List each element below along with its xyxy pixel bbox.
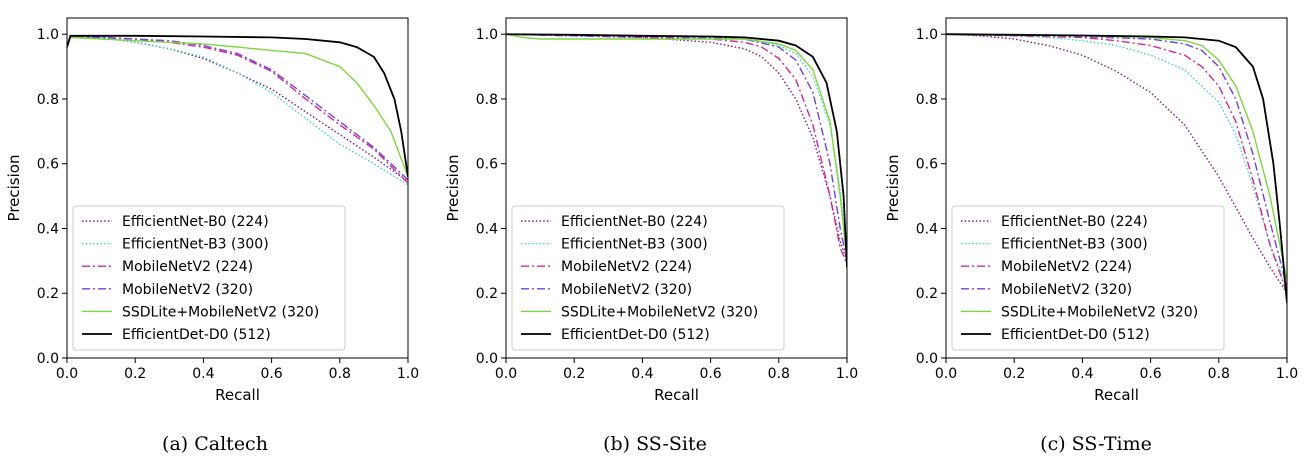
y-tick-label-1-2: 0.4 [476, 221, 498, 237]
axes-frame-2 [945, 17, 1288, 359]
x-tick-label-0-5: 1.0 [397, 366, 419, 382]
caption-b: (b) SS-Site [603, 433, 707, 455]
y-axis-label-2: Precision [884, 155, 902, 222]
legend-label-2-4: SSDLite+MobileNetV2 (320) [1001, 304, 1198, 320]
legend-label-2-5: EfficientDet-D0 (512) [1001, 327, 1150, 343]
y-tick-label-0-4: 0.8 [37, 92, 59, 108]
x-tick-label-1-5: 1.0 [836, 366, 858, 382]
y-tick-label-1-0: 0.0 [476, 351, 498, 367]
series-line-0-5 [67, 34, 408, 177]
y-tick-label-2-4: 0.8 [916, 92, 938, 108]
x-tick-label-0-2: 0.4 [192, 366, 214, 382]
y-tick-label-1-1: 0.2 [476, 286, 498, 302]
legend-label-1-4: SSDLite+MobileNetV2 (320) [561, 304, 758, 320]
y-tick-label-2-3: 0.6 [916, 157, 938, 173]
caption-a: (a) Caltech [162, 433, 268, 455]
legend-label-1-2: MobileNetV2 (224) [561, 259, 692, 275]
series-line-0-3 [67, 36, 408, 181]
series-line-0-0 [67, 36, 408, 183]
x-axis-label-1: Recall [654, 386, 699, 404]
x-tick-label-1-4: 0.8 [768, 366, 790, 382]
legend-label-0-4: SSDLite+MobileNetV2 (320) [122, 304, 319, 320]
x-tick-label-1-2: 0.4 [631, 366, 653, 382]
legend-label-0-5: EfficientDet-D0 (512) [122, 327, 271, 343]
x-tick-label-0-3: 0.6 [260, 366, 282, 382]
legend-label-2-2: MobileNetV2 (224) [1001, 259, 1132, 275]
series-line-0-1 [67, 36, 408, 186]
y-axis-label-0: Precision [5, 155, 23, 222]
series-line-0-2 [67, 36, 408, 184]
axes-frame-1 [505, 17, 848, 359]
y-tick-label-2-5: 1.0 [916, 27, 938, 43]
legend-label-1-3: MobileNetV2 (320) [561, 282, 692, 298]
y-tick-label-1-5: 1.0 [476, 27, 498, 43]
x-tick-label-2-5: 1.0 [1276, 366, 1298, 382]
legend-label-1-1: EfficientNet-B3 (300) [561, 237, 708, 253]
legend-box-2 [951, 205, 1225, 351]
series-line-2-0 [946, 33, 1287, 294]
series-line-2-5 [946, 33, 1287, 304]
x-tick-label-2-3: 0.6 [1139, 366, 1161, 382]
y-tick-label-2-0: 0.0 [916, 351, 938, 367]
x-axis-label-0: Recall [215, 386, 260, 404]
x-tick-label-2-4: 0.8 [1208, 366, 1230, 382]
y-axis-label-1: Precision [444, 155, 462, 222]
series-line-0-4 [67, 36, 408, 177]
x-tick-label-2-0: 0.0 [935, 366, 957, 382]
y-tick-label-0-2: 0.4 [37, 221, 59, 237]
x-tick-label-1-0: 0.0 [495, 366, 517, 382]
legend-box-0 [72, 205, 346, 351]
legend-label-2-0: EfficientNet-B0 (224) [1001, 214, 1148, 230]
y-tick-label-1-4: 0.8 [476, 92, 498, 108]
legend-label-1-0: EfficientNet-B0 (224) [561, 214, 708, 230]
y-tick-label-1-3: 0.6 [476, 157, 498, 173]
y-tick-label-2-2: 0.4 [916, 221, 938, 237]
series-line-1-4 [506, 33, 847, 261]
chart-panel-2: 0.0 0.2 0.4 0.6 0.8 1.0 0.0 0.2 0.4 0.6 0.8 1.0 Reca… [884, 17, 1298, 404]
chart-panel-1: 0.0 0.2 0.4 0.6 0.8 1.0 0.0 0.2 0.4 0.6 0.8 1.0 Reca… [444, 17, 858, 404]
x-tick-label-0-4: 0.8 [329, 366, 351, 382]
legend-label-0-2: MobileNetV2 (224) [122, 259, 253, 275]
axes-frame-0 [66, 17, 409, 359]
x-tick-label-1-3: 0.6 [699, 366, 721, 382]
series-line-1-0 [506, 33, 847, 262]
legend-box-1 [511, 205, 785, 351]
caption-c: (c) SS-Time [1040, 433, 1152, 455]
chart-panel-0: 0.0 0.2 0.4 0.6 0.8 1.0 0.0 0.2 0.4 0.6 0.8 1.0 Reca… [5, 17, 419, 404]
y-tick-label-0-1: 0.2 [37, 286, 59, 302]
x-tick-label-2-1: 0.2 [1003, 366, 1025, 382]
x-tick-label-0-1: 0.2 [124, 366, 146, 382]
series-line-1-2 [506, 33, 847, 265]
legend-label-2-1: EfficientNet-B3 (300) [1001, 237, 1148, 253]
legend-label-0-1: EfficientNet-B3 (300) [122, 237, 269, 253]
x-tick-label-0-0: 0.0 [56, 366, 78, 382]
legend-label-0-3: MobileNetV2 (320) [122, 282, 253, 298]
y-tick-label-0-0: 0.0 [37, 351, 59, 367]
x-tick-label-2-2: 0.4 [1071, 366, 1093, 382]
x-tick-label-1-1: 0.2 [563, 366, 585, 382]
y-tick-label-2-1: 0.2 [916, 286, 938, 302]
series-line-1-5 [506, 33, 847, 268]
legend-label-0-0: EfficientNet-B0 (224) [122, 214, 269, 230]
y-tick-label-0-5: 1.0 [37, 27, 59, 43]
y-tick-label-0-3: 0.6 [37, 157, 59, 173]
legend-label-2-3: MobileNetV2 (320) [1001, 282, 1132, 298]
legend-label-1-5: EfficientDet-D0 (512) [561, 327, 710, 343]
x-axis-label-2: Recall [1094, 386, 1139, 404]
